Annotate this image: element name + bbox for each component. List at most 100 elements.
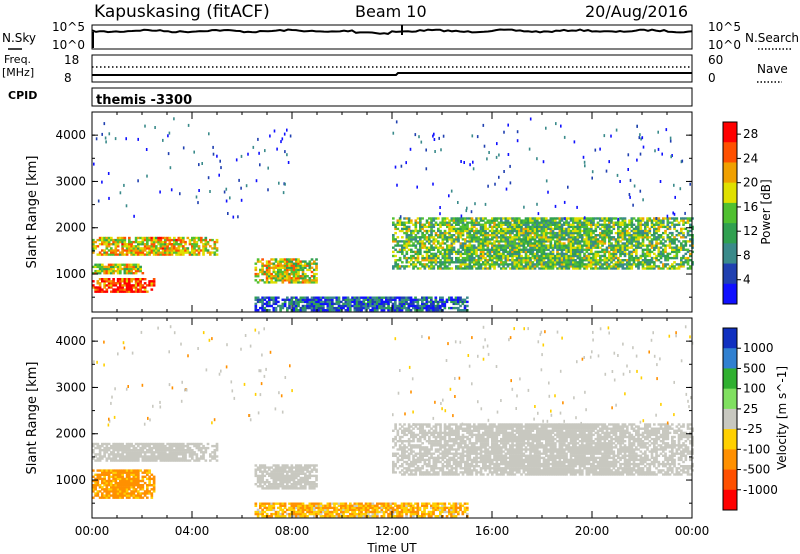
echo-cell <box>574 217 577 220</box>
echo-cell <box>518 236 521 239</box>
echo-cell <box>590 236 593 239</box>
echo-cell <box>290 298 294 301</box>
echo-cell <box>574 259 577 262</box>
echo-cell <box>482 263 485 266</box>
echo-cell <box>121 459 124 462</box>
echo-cell <box>659 254 663 258</box>
echo-cell <box>416 261 420 264</box>
echo-cell <box>213 243 217 246</box>
echo-cell <box>673 219 676 222</box>
echo-cell <box>297 309 300 312</box>
echo-cell <box>141 459 145 462</box>
echo-cell <box>542 246 546 249</box>
echo-cell <box>671 221 674 224</box>
echo-cell <box>96 492 100 495</box>
echo-cell <box>141 278 145 281</box>
echo-cell <box>96 253 100 256</box>
echo-cell <box>141 272 145 275</box>
echo-speck <box>639 152 642 156</box>
echo-cell <box>567 254 571 258</box>
echo-cell <box>518 252 521 256</box>
echo-cell <box>452 219 456 222</box>
echo-cell <box>475 259 478 262</box>
echo-cell <box>193 444 196 448</box>
echo-cell <box>105 442 109 446</box>
echo-cell <box>283 268 287 272</box>
echo-cell <box>585 248 589 251</box>
echo-cell <box>432 238 436 241</box>
echo-cell <box>164 444 167 448</box>
echo-cell <box>137 457 140 460</box>
echo-cell <box>511 259 514 262</box>
echo-cell <box>621 244 625 247</box>
echo-cell <box>184 449 187 452</box>
echo-cell <box>168 459 172 462</box>
echo-cell <box>617 261 620 264</box>
echo-cell <box>603 219 607 222</box>
echo-cell <box>682 236 685 239</box>
echo-cell <box>637 236 640 239</box>
echo-cell <box>407 244 411 247</box>
echo-cell <box>405 265 409 268</box>
echo-cell <box>428 246 431 249</box>
echo-cell <box>608 252 611 256</box>
echo-cell <box>412 242 415 245</box>
echo-cell <box>186 236 190 240</box>
echo-cell <box>96 484 100 487</box>
echo-cell <box>177 444 181 448</box>
echo-cell <box>130 486 133 489</box>
echo-cell <box>376 298 379 301</box>
echo-cell <box>497 229 501 233</box>
echo-cell <box>152 236 156 240</box>
echo-cell <box>569 252 573 256</box>
echo-cell <box>549 263 553 266</box>
echo-cell <box>563 254 566 258</box>
echo-cell <box>495 250 499 254</box>
echo-cell <box>157 453 160 456</box>
echo-cell <box>527 267 530 270</box>
echo-cell <box>301 300 305 304</box>
echo-cell <box>628 256 631 260</box>
echo-cell <box>412 298 415 301</box>
echo-cell <box>482 238 485 241</box>
echo-cell <box>450 296 453 299</box>
echo-cell <box>148 471 151 474</box>
echo-cell <box>195 442 199 446</box>
echo-speck <box>627 168 629 171</box>
echo-cell <box>405 217 409 220</box>
echo-cell <box>599 236 602 239</box>
echo-cell <box>536 221 539 224</box>
echo-cell <box>103 471 106 474</box>
echo-cell <box>529 265 532 268</box>
echo-cell <box>132 272 136 275</box>
echo-cell <box>119 446 122 450</box>
echo-cell <box>500 223 503 226</box>
echo-cell <box>605 217 609 220</box>
echo-cell <box>313 298 316 301</box>
echo-cell <box>403 217 406 220</box>
echo-cell <box>101 457 104 460</box>
echo-cell <box>563 242 566 245</box>
echo-cell <box>123 253 127 256</box>
echo-cell <box>101 471 104 474</box>
echo-cell <box>596 223 600 226</box>
echo-cell <box>500 263 503 266</box>
echo-cell <box>538 234 541 237</box>
echo-cell <box>98 484 102 487</box>
echo-cell <box>482 231 485 235</box>
echo-cell <box>621 261 625 264</box>
echo-speck <box>442 134 445 138</box>
echo-cell <box>128 455 131 458</box>
echo-cell <box>522 219 526 222</box>
echo-cell <box>428 254 431 258</box>
echo-cell <box>304 309 307 312</box>
echo-cell <box>547 244 550 247</box>
echo-cell <box>527 248 530 251</box>
echo-cell <box>105 288 109 291</box>
echo-speck <box>655 217 658 220</box>
echo-cell <box>290 268 294 272</box>
echo-cell <box>468 229 472 233</box>
echo-cell <box>400 302 404 306</box>
echo-cell <box>484 240 487 243</box>
echo-cell <box>141 240 145 244</box>
